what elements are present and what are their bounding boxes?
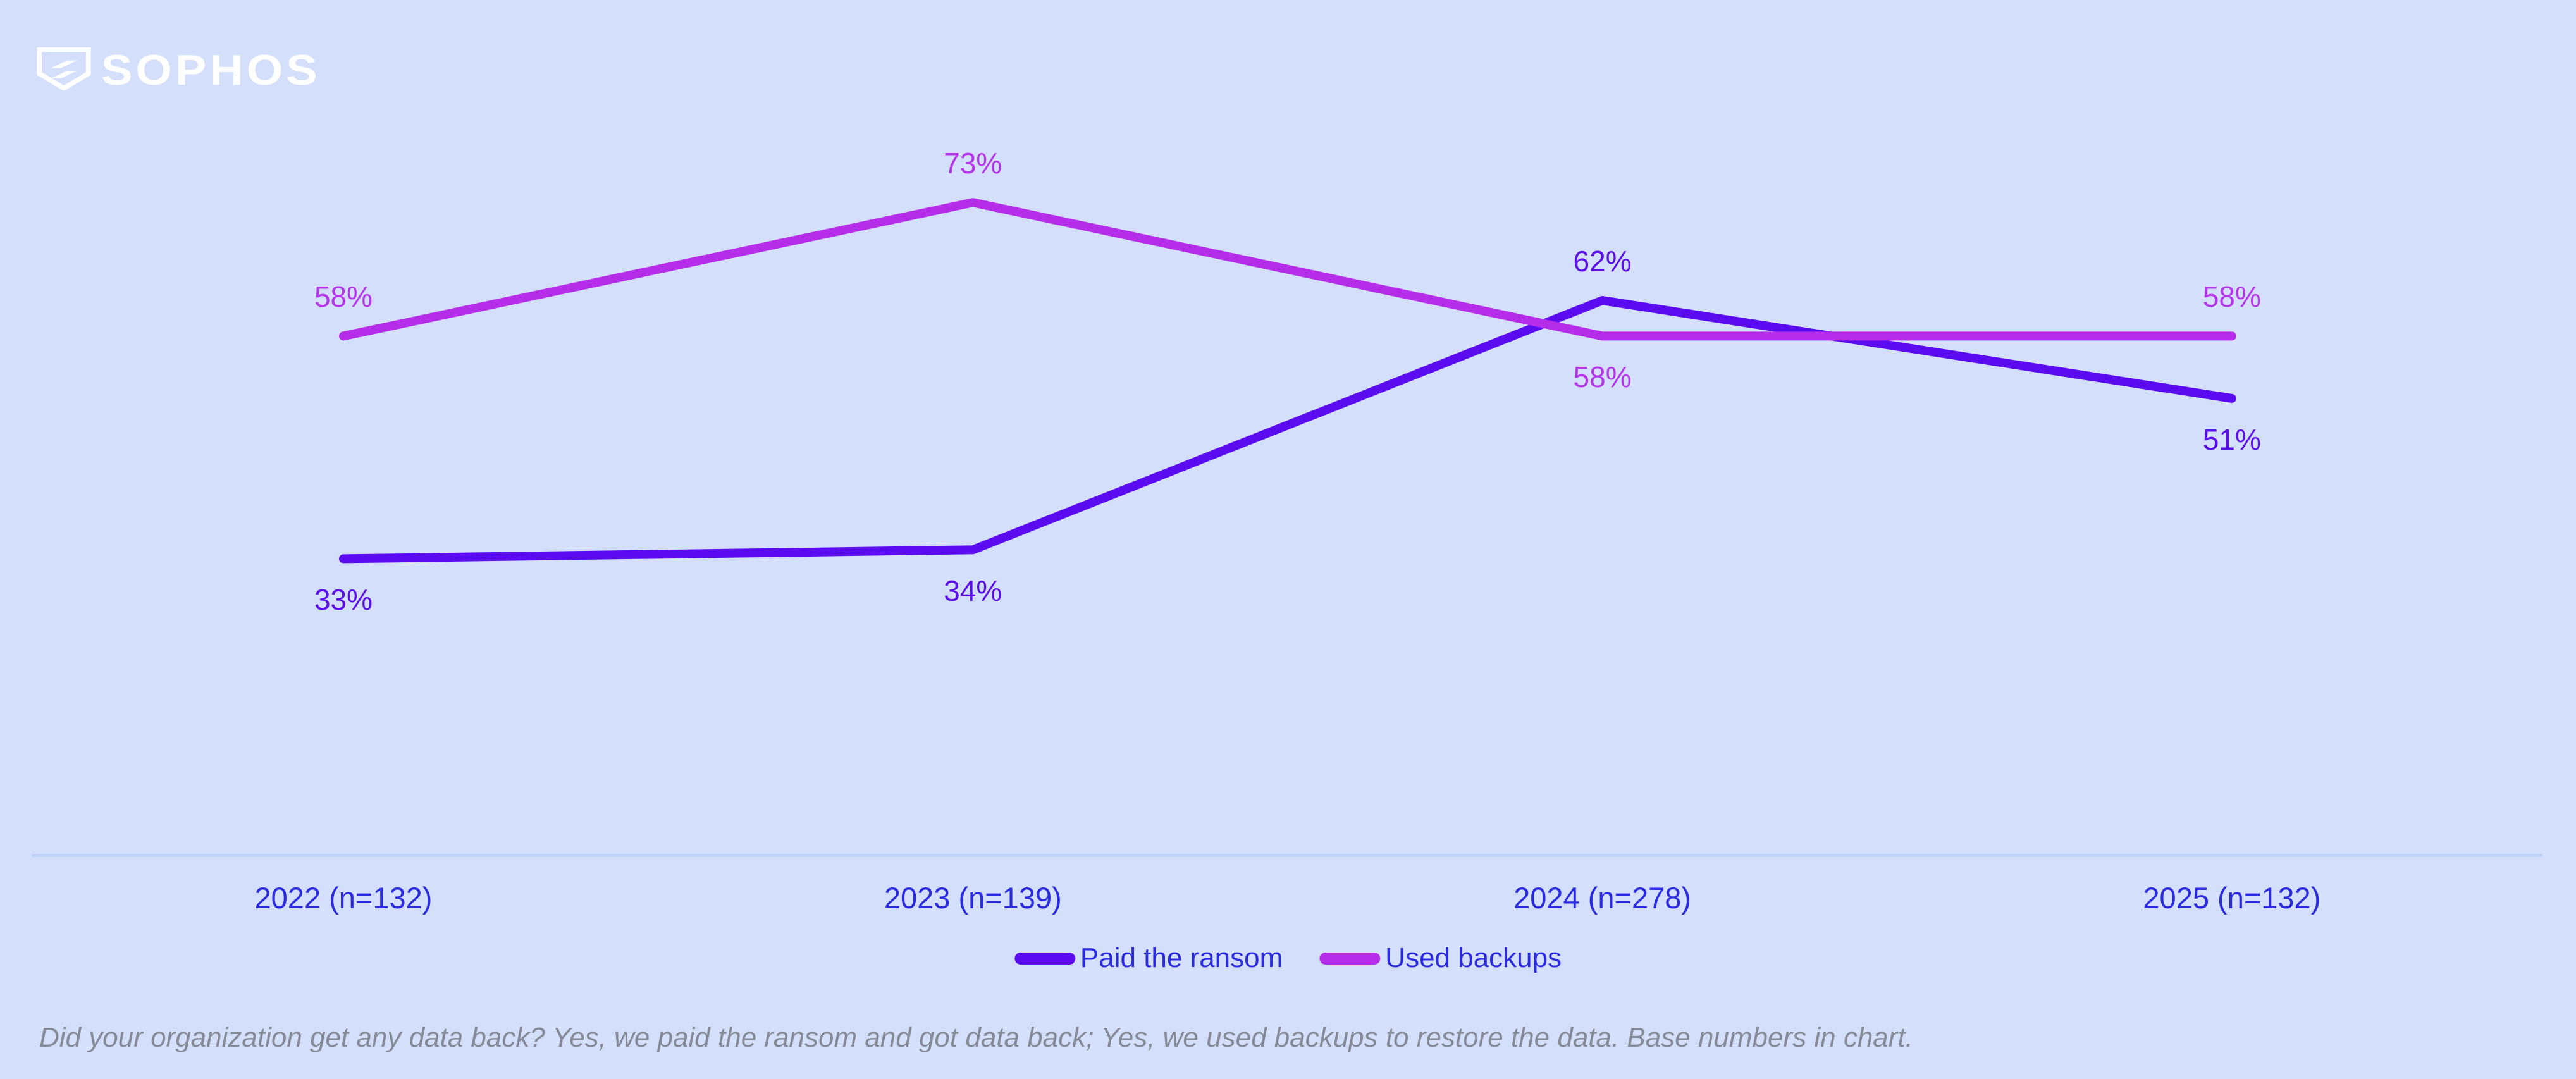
data-label-1-0: 58% (314, 280, 373, 314)
sophos-shield-icon (37, 47, 91, 94)
legend-item-0: Paid the ransom (1014, 942, 1283, 974)
x-tick-label-3: 2025 (n=132) (2143, 881, 2321, 915)
data-label-1-3: 58% (2202, 280, 2261, 314)
series-line-0 (339, 296, 2236, 564)
legend-label: Paid the ransom (1080, 942, 1283, 973)
legend-swatch-icon (1014, 952, 1075, 965)
x-tick-label-1: 2023 (n=139) (884, 881, 1062, 915)
survey-question-footnote: Did your organization get any data back?… (39, 1022, 1913, 1053)
data-label-0-1: 34% (944, 574, 1002, 608)
chart-legend: Paid the ransom Used backups (1014, 942, 1562, 974)
x-tick-label-0: 2022 (n=132) (254, 881, 433, 915)
data-label-1-1: 73% (944, 147, 1002, 180)
data-label-1-2: 58% (1573, 361, 1632, 394)
x-axis-line (32, 854, 2542, 857)
legend-swatch-icon (1319, 952, 1381, 965)
legend-item-1: Used backups (1319, 942, 1562, 974)
legend-label: Used backups (1385, 942, 1562, 973)
data-label-0-2: 62% (1573, 245, 1632, 278)
series-line-1 (339, 198, 2236, 341)
sophos-logo: SOPHOS (37, 47, 321, 94)
data-label-0-3: 51% (2202, 422, 2261, 456)
data-label-0-0: 33% (314, 583, 373, 617)
sophos-wordmark: SOPHOS (101, 46, 321, 94)
x-tick-label-2: 2024 (n=278) (1513, 881, 1692, 915)
